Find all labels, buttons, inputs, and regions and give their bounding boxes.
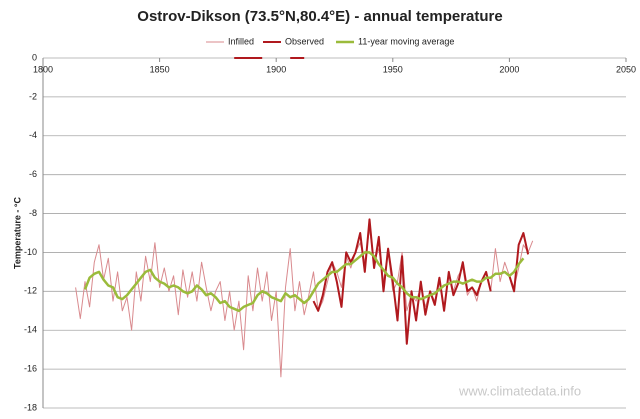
chart-title: Ostrov-Dikson (73.5°N,80.4°E) - annual t… — [137, 8, 502, 25]
y-tick-label: -2 — [29, 91, 37, 101]
legend-label: Infilled — [228, 36, 254, 46]
series-line — [234, 57, 530, 345]
x-tick-label: 1950 — [383, 64, 403, 74]
y-tick-label: 0 — [32, 52, 37, 62]
y-tick-label: -18 — [24, 402, 37, 412]
y-axis-label: Temperature - °C — [12, 197, 22, 269]
y-tick-label: -14 — [24, 325, 37, 335]
y-tick-label: -10 — [24, 247, 37, 257]
y-tick-label: -6 — [29, 169, 37, 179]
x-tick-label: 1800 — [33, 64, 53, 74]
x-tick-label: 2000 — [499, 64, 519, 74]
x-tick-label: 1900 — [266, 64, 286, 74]
x-tick-label: 2050 — [616, 64, 636, 74]
legend-label: Observed — [285, 36, 324, 46]
legend-label: 11-year moving average — [358, 36, 454, 46]
series-line — [83, 251, 525, 313]
y-tick-label: -16 — [24, 363, 37, 373]
x-tick-label: 1850 — [150, 64, 170, 74]
y-tick-label: -4 — [29, 130, 37, 140]
y-tick-label: -8 — [29, 208, 37, 218]
y-tick-label: -12 — [24, 286, 37, 296]
watermark: www.climatedata.info — [458, 383, 581, 398]
